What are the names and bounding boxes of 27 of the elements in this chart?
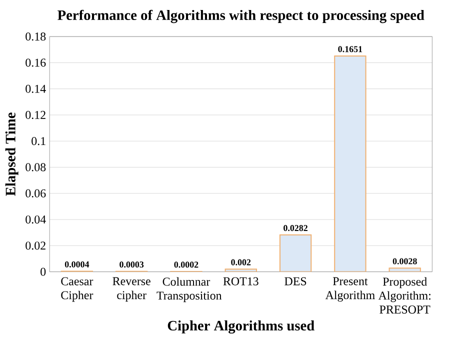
x-tick-label: Present Algorithm — [325, 277, 375, 302]
data-label: 0.002 — [231, 259, 251, 266]
y-tick-label: 0.16 — [26, 58, 46, 67]
data-label: 0.0004 — [64, 261, 90, 268]
y-tick-label: 0.08 — [26, 163, 46, 172]
x-tick-label: Reverse cipher — [112, 277, 150, 302]
y-tick-label: 0.06 — [26, 189, 46, 198]
x-axis-title: Cipher Algorithms used — [168, 320, 314, 334]
y-tick-label: 0.1 — [32, 137, 46, 146]
data-label: 0.0003 — [120, 261, 144, 268]
x-tick-label: Proposed Algorithm: PRESOPT — [378, 277, 430, 314]
chart-title: Performance of Algorithms with respect to processing speed — [58, 10, 424, 24]
y-tick-label: 0.02 — [26, 242, 46, 250]
y-tick-label: 0.14 — [26, 84, 46, 93]
data-label: 0.0282 — [284, 225, 308, 232]
y-tick-label: 0 — [40, 268, 46, 276]
y-tick-label: 0.18 — [26, 32, 46, 41]
x-tick-label: ROT13 — [223, 277, 258, 286]
data-label: 0.0028 — [392, 258, 417, 264]
x-tick-label: Columnar Transposition — [156, 277, 222, 302]
data-label: 0.1651 — [338, 46, 362, 52]
y-tick-label: 0.12 — [26, 110, 46, 120]
y-tick-label: 0.04 — [26, 215, 46, 224]
data-label: 0.0002 — [174, 262, 198, 268]
y-axis-title: Elapsed Time — [5, 112, 18, 196]
x-tick-label: DES — [284, 277, 306, 286]
x-tick-label: Caesar Cipher — [61, 277, 94, 302]
